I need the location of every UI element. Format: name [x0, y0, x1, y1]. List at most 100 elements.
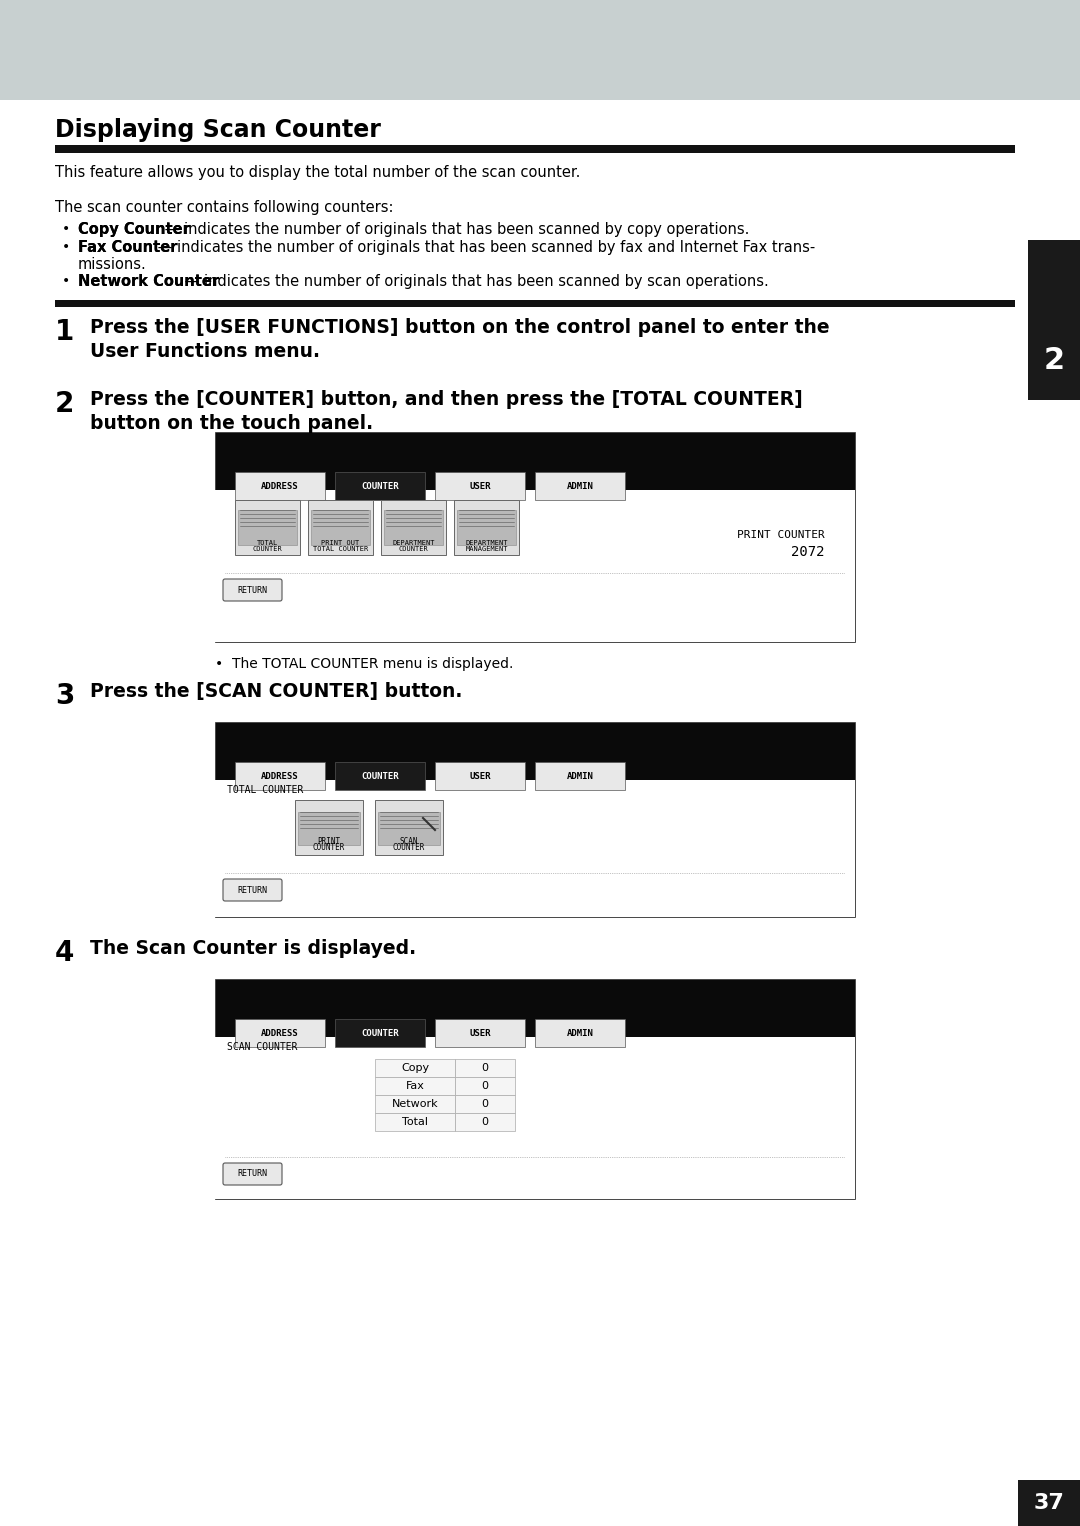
Text: — indicates the number of originals that has been scanned by copy operations.: — indicates the number of originals that… — [160, 221, 748, 237]
Text: — indicates the number of originals that has been scanned by fax and Internet Fa: — indicates the number of originals that… — [152, 240, 815, 255]
Bar — [455, 1112, 515, 1131]
Text: Fax: Fax — [406, 1080, 424, 1091]
Text: PRINT OUT: PRINT OUT — [322, 540, 360, 546]
Bar — [215, 722, 855, 917]
Text: Copy Counter: Copy Counter — [78, 221, 190, 237]
Text: Copy: Copy — [401, 1064, 429, 1073]
Bar — [381, 501, 446, 555]
Text: Press the [SCAN COUNTER] button.: Press the [SCAN COUNTER] button. — [90, 682, 462, 700]
Text: 2: 2 — [1043, 345, 1065, 374]
Bar — [435, 472, 525, 501]
Text: Network Counter — indicates the number of originals that has been scanned by sca: Network Counter — indicates the number o… — [78, 275, 792, 288]
Text: •  The TOTAL COUNTER menu is displayed.: • The TOTAL COUNTER menu is displayed. — [215, 658, 513, 671]
Text: The scan counter contains following counters:: The scan counter contains following coun… — [55, 200, 393, 215]
Bar — [375, 1096, 455, 1112]
Bar — [435, 1019, 525, 1047]
Bar — [335, 761, 426, 790]
Text: COUNTER: COUNTER — [361, 1029, 399, 1038]
Text: 0: 0 — [482, 1064, 488, 1073]
Bar — [375, 1059, 455, 1077]
Text: TOTAL COUNTER: TOTAL COUNTER — [313, 546, 368, 552]
Text: User Functions menu.: User Functions menu. — [90, 342, 320, 362]
Text: COUNTER: COUNTER — [361, 482, 399, 490]
Bar — [535, 761, 625, 790]
Bar — [1028, 320, 1080, 400]
Bar — [535, 1019, 625, 1047]
Text: RETURN: RETURN — [237, 1169, 267, 1178]
Bar — [375, 1112, 455, 1131]
Text: RETURN: RETURN — [237, 885, 267, 894]
Text: 2072: 2072 — [792, 545, 825, 559]
Text: Displaying Scan Counter: Displaying Scan Counter — [55, 118, 381, 142]
Bar — [335, 472, 426, 501]
Bar — [235, 761, 325, 790]
Bar — [454, 501, 519, 555]
Text: COUNTER: COUNTER — [399, 546, 429, 552]
Bar — [0, 0, 1080, 101]
FancyBboxPatch shape — [222, 578, 282, 601]
Bar — [215, 490, 855, 642]
Bar — [215, 980, 855, 1199]
Text: DEPARTMENT: DEPARTMENT — [392, 540, 435, 546]
Text: ADDRESS: ADDRESS — [261, 482, 299, 490]
Text: USER: USER — [469, 482, 490, 490]
Bar — [215, 780, 855, 917]
Text: ADDRESS: ADDRESS — [261, 772, 299, 780]
Bar — [215, 490, 855, 642]
Text: 0: 0 — [482, 1099, 488, 1109]
Text: 4: 4 — [55, 938, 75, 967]
Bar — [455, 1077, 515, 1096]
Text: This feature allows you to display the total number of the scan counter.: This feature allows you to display the t… — [55, 165, 580, 180]
Bar — [535, 472, 625, 501]
Bar — [375, 1077, 455, 1096]
Text: ADDRESS: ADDRESS — [261, 1029, 299, 1038]
Text: 0: 0 — [482, 1117, 488, 1128]
Text: Network Counter: Network Counter — [78, 275, 219, 288]
Text: ADMIN: ADMIN — [567, 772, 593, 780]
Text: COUNTER: COUNTER — [313, 842, 346, 852]
Text: COUNTER: COUNTER — [253, 546, 282, 552]
Text: 2: 2 — [55, 391, 75, 418]
Text: Network Counter: Network Counter — [78, 275, 219, 288]
Text: Press the [USER FUNCTIONS] button on the control panel to enter the: Press the [USER FUNCTIONS] button on the… — [90, 317, 829, 337]
Bar — [298, 812, 360, 845]
Text: ADMIN: ADMIN — [567, 1029, 593, 1038]
Bar — [215, 1038, 855, 1199]
Bar — [435, 761, 525, 790]
FancyBboxPatch shape — [222, 1163, 282, 1186]
Text: Copy Counter: Copy Counter — [78, 221, 190, 237]
Text: button on the touch panel.: button on the touch panel. — [90, 414, 373, 433]
Text: RETURN: RETURN — [237, 586, 267, 595]
Text: COUNTER: COUNTER — [393, 842, 426, 852]
Text: ADMIN: ADMIN — [567, 482, 593, 490]
Text: TOTAL COUNTER: TOTAL COUNTER — [227, 784, 303, 795]
Text: 37: 37 — [1034, 1492, 1065, 1512]
Bar — [295, 800, 363, 855]
Text: 1: 1 — [55, 317, 75, 346]
Bar — [311, 510, 370, 545]
Bar — [1018, 1480, 1080, 1526]
Text: MANAGEMENT: MANAGEMENT — [465, 546, 508, 552]
Text: 0: 0 — [482, 1080, 488, 1091]
Bar — [308, 501, 373, 555]
Bar — [375, 800, 443, 855]
Text: Fax Counter: Fax Counter — [78, 240, 177, 255]
Bar — [215, 432, 855, 642]
Bar — [55, 301, 1015, 307]
Text: SCAN: SCAN — [400, 836, 418, 845]
Bar — [215, 1038, 855, 1199]
Text: •: • — [62, 275, 70, 288]
Bar — [384, 510, 443, 545]
Text: 3: 3 — [55, 682, 75, 710]
Text: DEPARTMENT: DEPARTMENT — [465, 540, 508, 546]
Bar — [335, 1019, 426, 1047]
Bar — [235, 501, 300, 555]
Text: •: • — [62, 221, 70, 237]
Text: The Scan Counter is displayed.: The Scan Counter is displayed. — [90, 938, 416, 958]
Bar — [1028, 240, 1080, 320]
Text: USER: USER — [469, 772, 490, 780]
Text: — indicates the number of originals that has been scanned by scan operations.: — indicates the number of originals that… — [180, 275, 769, 288]
FancyBboxPatch shape — [222, 879, 282, 900]
Text: USER: USER — [469, 1029, 490, 1038]
Bar — [457, 510, 516, 545]
